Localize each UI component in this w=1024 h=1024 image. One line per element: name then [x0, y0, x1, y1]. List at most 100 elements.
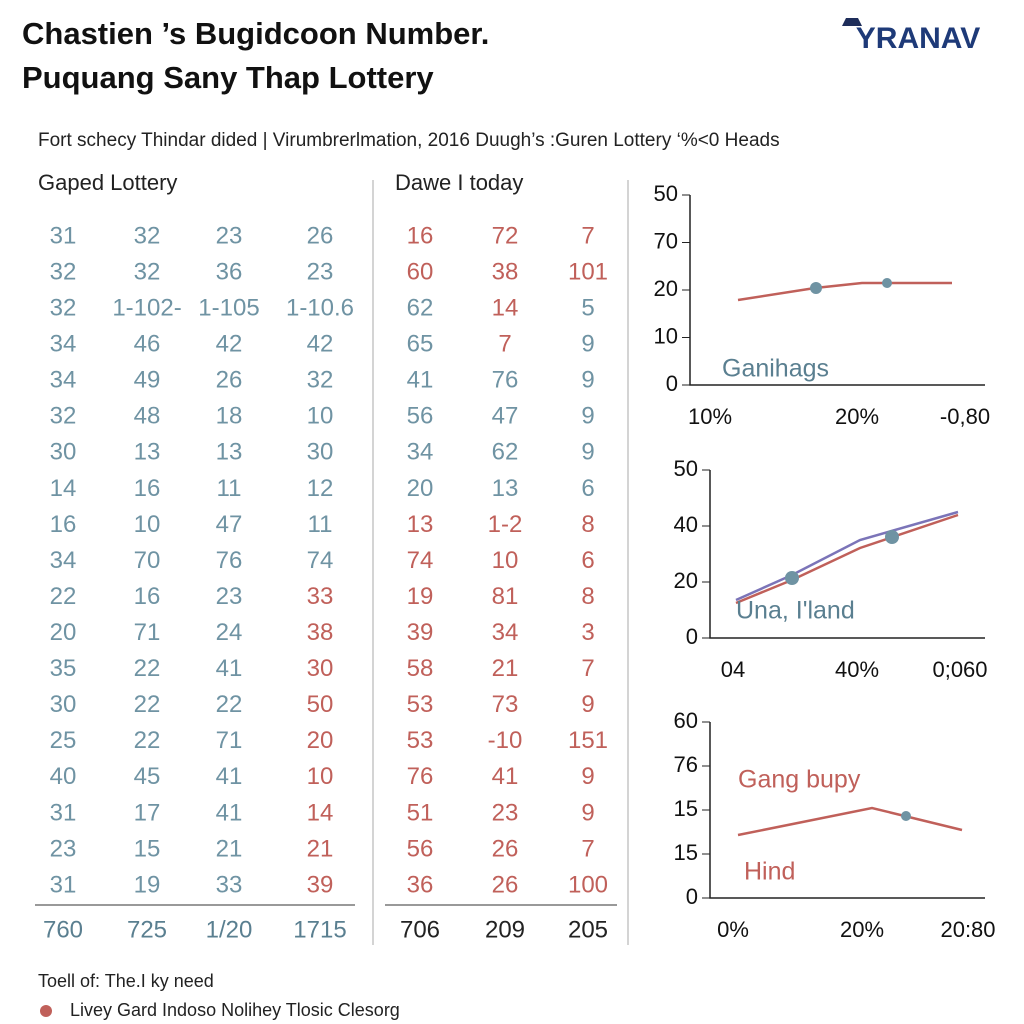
- cell: 15: [134, 835, 161, 862]
- total: 706: [400, 916, 440, 943]
- cell: 32: [307, 367, 334, 394]
- cell: 60: [407, 258, 434, 285]
- cell: 1-105: [198, 294, 259, 321]
- dot: [810, 282, 822, 294]
- cell: 34: [407, 439, 434, 466]
- x-tick-label: 20%: [840, 917, 884, 942]
- cell: 13: [216, 439, 243, 466]
- total: 760: [43, 916, 83, 943]
- cell: 101: [568, 258, 608, 285]
- cell: 12: [307, 475, 334, 502]
- x-tick-label: 0%: [717, 917, 749, 942]
- dot: [882, 278, 892, 288]
- cell: 71: [216, 727, 243, 754]
- chart-label: Ganihags: [722, 355, 829, 383]
- cell: 56: [407, 403, 434, 430]
- cell: 72: [492, 222, 519, 249]
- cell: 23: [50, 835, 77, 862]
- cell: 9: [581, 763, 594, 790]
- cell: 31: [50, 871, 77, 898]
- cell: 35: [50, 655, 77, 682]
- dot: [785, 571, 799, 585]
- cell: 41: [492, 763, 519, 790]
- cell: 47: [492, 403, 519, 430]
- cell: 20: [50, 619, 77, 646]
- cell: 13: [407, 511, 434, 538]
- cell: 32: [50, 403, 77, 430]
- cell: -10: [488, 727, 523, 754]
- cell: 33: [307, 583, 334, 610]
- cell: 41: [216, 655, 243, 682]
- cell: 40: [50, 763, 77, 790]
- cell: 48: [134, 403, 161, 430]
- y-tick-label: 15: [674, 796, 698, 821]
- cell: 9: [581, 439, 594, 466]
- cell: 34: [492, 619, 519, 646]
- cell: 45: [134, 763, 161, 790]
- cell: 30: [307, 655, 334, 682]
- cell: 62: [492, 439, 519, 466]
- dot: [901, 811, 911, 821]
- cell: 81: [492, 583, 519, 610]
- cell: 26: [492, 871, 519, 898]
- cell: 20: [407, 475, 434, 502]
- cell: 19: [407, 583, 434, 610]
- cell: 51: [407, 799, 434, 826]
- cell: 34: [50, 331, 77, 358]
- cell: 7: [581, 655, 594, 682]
- cell: 58: [407, 655, 434, 682]
- cell: 32: [50, 294, 77, 321]
- cell: 1-2: [488, 511, 523, 538]
- cell: 46: [134, 331, 161, 358]
- x-tick-label: 40%: [835, 657, 879, 682]
- logo: YRANAV: [856, 22, 980, 55]
- cell: 39: [407, 619, 434, 646]
- chart-label: Hind: [744, 858, 795, 886]
- cell: 65: [407, 331, 434, 358]
- y-tick-label: 76: [674, 752, 698, 777]
- cell: 26: [216, 367, 243, 394]
- cell: 53: [407, 727, 434, 754]
- y-tick-label: 40: [674, 512, 698, 537]
- cell: 10: [307, 403, 334, 430]
- cell: 41: [216, 763, 243, 790]
- cell: 76: [216, 547, 243, 574]
- cell: 13: [134, 439, 161, 466]
- cell: 25: [50, 727, 77, 754]
- cell: 36: [407, 871, 434, 898]
- cell: 26: [307, 222, 334, 249]
- cell: 1-10.6: [286, 294, 354, 321]
- cell: 38: [492, 258, 519, 285]
- cell: 8: [581, 511, 594, 538]
- cell: 76: [492, 367, 519, 394]
- cell: 42: [216, 331, 243, 358]
- cell: 32: [134, 222, 161, 249]
- cell: 13: [492, 475, 519, 502]
- cell: 10: [134, 511, 161, 538]
- cell: 22: [134, 655, 161, 682]
- cell: 14: [307, 799, 334, 826]
- cell: 23: [216, 222, 243, 249]
- cell: 14: [492, 294, 519, 321]
- cell: 16: [50, 511, 77, 538]
- cell: 10: [492, 547, 519, 574]
- y-tick-label: 0: [686, 624, 698, 649]
- cell: 19: [134, 871, 161, 898]
- logo-icon: [842, 18, 862, 26]
- cell: 50: [307, 691, 334, 718]
- y-tick-label: 70: [654, 228, 678, 253]
- line: [735, 510, 959, 602]
- line: [737, 281, 952, 302]
- cell: 42: [307, 331, 334, 358]
- cell: 11: [217, 475, 242, 502]
- cell: 9: [581, 403, 594, 430]
- chart-label: Gang bupy: [738, 766, 861, 794]
- cell: 41: [216, 799, 243, 826]
- y-tick-label: 0: [686, 884, 698, 909]
- cell: 9: [581, 331, 594, 358]
- cell: 16: [134, 475, 161, 502]
- cell: 17: [134, 799, 161, 826]
- cell: 70: [134, 547, 161, 574]
- cell: 62: [407, 294, 434, 321]
- cell: 34: [50, 367, 77, 394]
